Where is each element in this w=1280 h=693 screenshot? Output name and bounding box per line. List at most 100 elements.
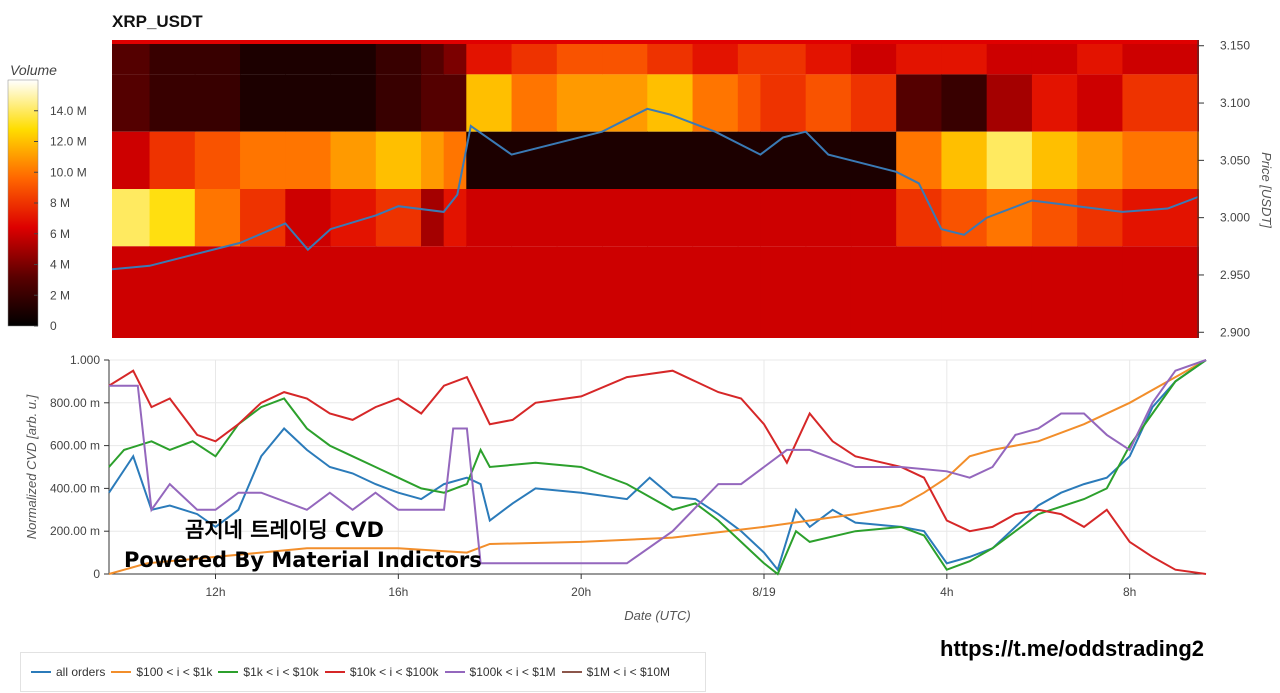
legend-item[interactable]: $1k < i < $10k	[218, 665, 319, 679]
legend-label: $100k < i < $1M	[469, 665, 556, 679]
cvd-x-tick-label: 8/19	[752, 585, 776, 599]
heatmap-cell	[240, 246, 286, 338]
heatmap-cell	[760, 74, 807, 132]
cvd-series-line	[108, 359, 1207, 576]
heatmap-cell	[1077, 40, 1123, 75]
heatmap-cell	[1031, 74, 1078, 132]
cvd-y-tick-label: 800.00 m	[50, 396, 100, 410]
heatmap-cell	[986, 74, 1033, 132]
heatmap-cell	[760, 246, 807, 338]
heatmap-cell	[805, 246, 852, 338]
watermark-title: 곰지네 트레이딩 CVD	[185, 518, 384, 542]
heatmap-cell	[692, 40, 739, 75]
heatmap-cell	[375, 246, 422, 338]
colorbar-tick-label: 8 M	[50, 196, 70, 210]
heatmap-cell	[941, 40, 988, 75]
heatmap-cell	[443, 246, 467, 338]
heatmap-cell	[375, 131, 422, 189]
heatmap-cell	[443, 74, 467, 132]
colorbar-tick-label: 0	[50, 319, 57, 333]
cvd-y-tick-label: 200.00 m	[50, 524, 100, 538]
heatmap-cell	[556, 131, 603, 189]
legend-item[interactable]: $1M < i < $10M	[561, 665, 670, 679]
colorbar-tick-label: 14.0 M	[50, 104, 87, 118]
cvd-y-tick-label: 0	[93, 567, 100, 581]
legend-item[interactable]: $10k < i < $100k	[324, 665, 439, 679]
heatmap-cell	[240, 40, 286, 75]
heatmap-cell	[112, 40, 151, 75]
legend-item[interactable]: $100k < i < $1M	[444, 665, 556, 679]
telegram-link[interactable]: https://t.me/oddstrading2	[940, 636, 1204, 661]
cvd-x-tick-label: 4h	[940, 585, 953, 599]
heatmap-cell	[986, 246, 1033, 338]
heatmap-cell	[1031, 40, 1078, 75]
heatmap-cell	[1077, 131, 1123, 189]
legend-swatch	[31, 671, 51, 673]
heatmap-cell	[375, 74, 422, 132]
heatmap-cell	[330, 40, 377, 75]
heatmap-cell	[692, 74, 739, 132]
cvd-series-line	[108, 359, 1207, 572]
heatmap-cell	[1077, 74, 1123, 132]
heatmap-cell	[941, 131, 988, 189]
heatmap-cell	[737, 74, 761, 132]
heatmap-cell	[1077, 246, 1123, 338]
heatmap-cell	[647, 74, 694, 132]
heatmap-cell	[285, 131, 332, 189]
heatmap-cell	[1122, 189, 1199, 247]
heatmap-cell	[602, 189, 648, 247]
heatmap-cell	[760, 40, 807, 75]
heatmap-cell	[285, 40, 332, 75]
heatmap-cell	[602, 40, 648, 75]
heatmap-cell	[511, 246, 558, 338]
cvd-y-tick-label: 400.00 m	[50, 481, 100, 495]
colorbar-tick-label: 4 M	[50, 258, 70, 272]
heatmap-cell	[850, 246, 897, 338]
heatmap-cell	[896, 189, 942, 247]
legend-label: $100 < i < $1k	[136, 665, 213, 679]
cvd-series-line	[108, 359, 1207, 575]
heatmap-cell	[511, 40, 558, 75]
heatmap-cell	[149, 131, 196, 189]
heatmap-cell	[760, 131, 807, 189]
legend-item[interactable]: $100 < i < $1k	[111, 665, 212, 679]
cvd-series-line	[109, 359, 1207, 565]
price-tick-label: 3.150	[1220, 39, 1250, 53]
colorbar-tick-label: 2 M	[50, 288, 70, 302]
heatmap-cell	[240, 131, 286, 189]
heatmap-cell	[330, 246, 377, 338]
heatmap-cell	[149, 40, 196, 75]
heatmap-cell	[556, 40, 603, 75]
heatmap-cell	[941, 189, 988, 247]
heatmap-cell	[194, 246, 241, 338]
legend-swatch	[111, 671, 132, 673]
heatmap-cell	[240, 74, 286, 132]
heatmap-cell	[986, 40, 1033, 75]
heatmap-cell	[285, 246, 332, 338]
colorbar-gradient	[7, 79, 39, 327]
legend-item[interactable]: all orders	[31, 665, 105, 679]
heatmap-cell	[737, 246, 761, 338]
heatmap-cell	[647, 40, 694, 75]
heatmap-cell	[737, 189, 761, 247]
heatmap-cell	[421, 131, 445, 189]
heatmap-cell	[375, 189, 422, 247]
price-volume-heatmap	[111, 40, 1199, 338]
heatmap-cell	[805, 74, 852, 132]
watermark-subtitle: Powered By Material Indictors	[124, 548, 482, 572]
cvd-x-axis-title: Date (UTC)	[624, 608, 690, 623]
heatmap-cell	[692, 189, 739, 247]
cvd-series-line	[108, 369, 1207, 575]
heatmap-cell	[896, 74, 942, 132]
heatmap-cell	[647, 246, 694, 338]
heatmap-cell	[1122, 40, 1199, 75]
heatmap-cell	[896, 246, 942, 338]
heatmap-cell	[1031, 246, 1078, 338]
legend-label: $1M < i < $10M	[586, 665, 670, 679]
heatmap-cell	[1122, 246, 1199, 338]
heatmap-cell	[240, 189, 286, 247]
page-title: XRP_USDT	[112, 12, 203, 31]
heatmap-cell	[149, 246, 196, 338]
heatmap-cell	[421, 189, 445, 247]
